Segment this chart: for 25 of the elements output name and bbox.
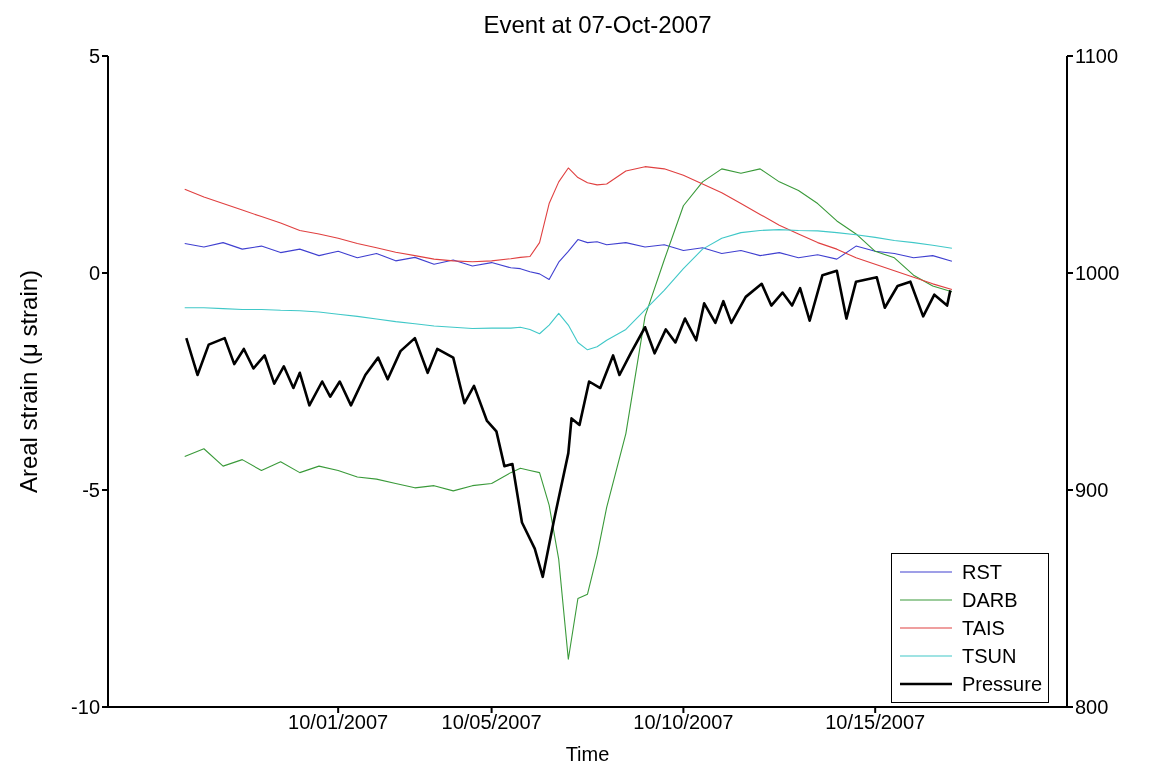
y-tick-label: -5 — [82, 479, 100, 502]
y-tick-label: -10 — [71, 696, 100, 719]
y2-tick-label: 900 — [1075, 479, 1109, 502]
line-series — [185, 269, 952, 579]
legend-label: TAIS — [961, 616, 1005, 640]
x-tick-label: 10/05/2007 — [441, 711, 542, 734]
y2-tick-label: 1000 — [1075, 262, 1120, 285]
legend-label: DARB — [961, 588, 1018, 612]
legend-label: Pressure — [961, 672, 1042, 696]
line-series — [184, 166, 953, 291]
legend-label: RST — [961, 560, 1002, 584]
line-series — [184, 168, 953, 660]
y-axis-title: Areal strain (μ strain) — [14, 269, 42, 494]
x-tick-label: 10/15/2007 — [825, 711, 926, 734]
x-axis-title: Time — [565, 743, 610, 766]
y2-tick-label: 800 — [1075, 696, 1109, 719]
y-tick-label: 0 — [88, 262, 100, 285]
y2-tick-label: 1100 — [1075, 45, 1119, 68]
chart-title: Event at 07-Oct-2007 — [482, 10, 713, 40]
legend-label: TSUN — [961, 644, 1017, 668]
x-tick-label: 10/10/2007 — [633, 711, 734, 734]
y-tick-label: 5 — [88, 45, 100, 68]
x-tick-label: 10/01/2007 — [288, 711, 389, 734]
line-series — [184, 229, 953, 351]
line-series — [184, 239, 953, 281]
